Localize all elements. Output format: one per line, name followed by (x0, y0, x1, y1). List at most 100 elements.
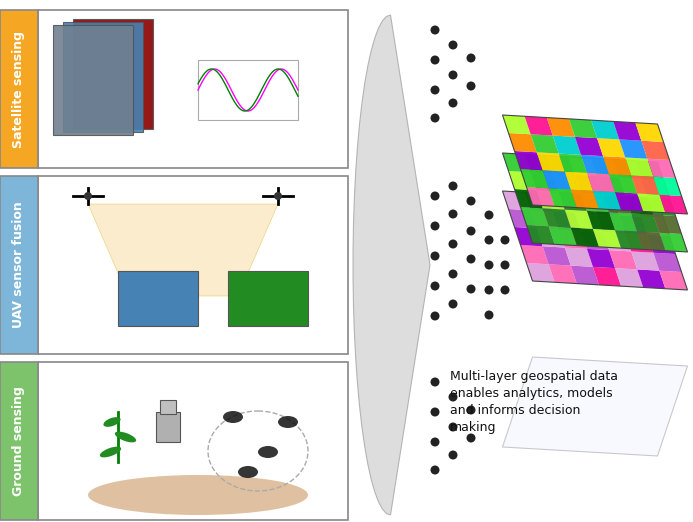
Circle shape (430, 312, 439, 321)
Polygon shape (514, 151, 543, 170)
Polygon shape (641, 141, 669, 160)
Polygon shape (543, 170, 571, 189)
Polygon shape (502, 191, 531, 210)
FancyBboxPatch shape (38, 176, 348, 354)
Circle shape (448, 99, 457, 108)
Bar (228, 271, 308, 326)
Polygon shape (613, 159, 641, 179)
FancyBboxPatch shape (0, 10, 38, 168)
Polygon shape (520, 245, 549, 264)
Circle shape (466, 406, 475, 414)
Polygon shape (571, 228, 599, 247)
Circle shape (430, 377, 439, 386)
Circle shape (484, 311, 493, 319)
Ellipse shape (258, 446, 278, 458)
Polygon shape (531, 210, 559, 230)
Circle shape (500, 260, 509, 269)
Circle shape (484, 210, 493, 219)
Polygon shape (547, 194, 575, 213)
PathPatch shape (353, 15, 430, 515)
Circle shape (466, 196, 475, 206)
Polygon shape (603, 194, 631, 213)
Polygon shape (613, 122, 641, 141)
Polygon shape (575, 175, 603, 194)
Polygon shape (647, 197, 676, 216)
Polygon shape (531, 172, 559, 192)
Circle shape (430, 437, 439, 446)
Polygon shape (549, 188, 577, 208)
Polygon shape (525, 116, 553, 136)
Polygon shape (565, 172, 593, 191)
Circle shape (448, 240, 457, 248)
Polygon shape (525, 192, 553, 211)
Polygon shape (641, 217, 669, 236)
Polygon shape (647, 235, 676, 254)
Polygon shape (593, 191, 621, 210)
Polygon shape (565, 209, 593, 229)
Polygon shape (549, 264, 577, 283)
Polygon shape (509, 171, 536, 191)
Ellipse shape (115, 432, 136, 442)
Circle shape (448, 182, 457, 191)
Polygon shape (653, 177, 681, 196)
Polygon shape (509, 209, 536, 228)
Polygon shape (625, 158, 653, 177)
Polygon shape (569, 157, 597, 176)
Polygon shape (536, 191, 565, 209)
Bar (160, 400, 176, 414)
Polygon shape (547, 156, 575, 175)
Polygon shape (581, 193, 609, 212)
Polygon shape (569, 119, 597, 138)
Polygon shape (575, 137, 603, 156)
Polygon shape (638, 194, 665, 212)
Polygon shape (653, 253, 681, 272)
FancyBboxPatch shape (38, 10, 348, 168)
Polygon shape (571, 189, 599, 209)
Circle shape (466, 227, 475, 235)
Polygon shape (625, 233, 653, 253)
Polygon shape (638, 269, 665, 289)
Polygon shape (565, 247, 593, 267)
Circle shape (448, 269, 457, 279)
Circle shape (484, 235, 493, 244)
Ellipse shape (238, 466, 258, 478)
Polygon shape (527, 187, 554, 206)
Polygon shape (635, 123, 663, 142)
Polygon shape (631, 175, 659, 195)
FancyBboxPatch shape (0, 362, 38, 520)
Polygon shape (620, 216, 647, 235)
Polygon shape (527, 225, 554, 244)
Polygon shape (638, 231, 665, 251)
Circle shape (448, 209, 457, 219)
Polygon shape (502, 115, 531, 134)
Polygon shape (631, 213, 659, 233)
Text: Satellite sensing: Satellite sensing (12, 30, 26, 148)
Circle shape (430, 252, 439, 260)
Polygon shape (527, 263, 554, 282)
Circle shape (500, 286, 509, 294)
FancyBboxPatch shape (0, 176, 38, 354)
Circle shape (448, 450, 457, 459)
Polygon shape (525, 155, 553, 174)
Polygon shape (641, 179, 669, 198)
Polygon shape (549, 226, 577, 245)
Polygon shape (615, 192, 643, 211)
Polygon shape (620, 177, 647, 197)
Circle shape (430, 281, 439, 291)
FancyBboxPatch shape (63, 22, 143, 132)
Circle shape (466, 53, 475, 63)
Polygon shape (514, 227, 543, 246)
Circle shape (430, 466, 439, 474)
Polygon shape (536, 228, 565, 247)
Polygon shape (609, 212, 638, 231)
Polygon shape (553, 136, 581, 155)
Polygon shape (502, 357, 687, 456)
Polygon shape (581, 155, 609, 174)
Polygon shape (631, 252, 659, 271)
Polygon shape (635, 199, 663, 218)
Polygon shape (625, 195, 653, 215)
Polygon shape (553, 174, 581, 193)
Polygon shape (635, 161, 663, 180)
Ellipse shape (223, 411, 243, 423)
Polygon shape (591, 158, 620, 177)
